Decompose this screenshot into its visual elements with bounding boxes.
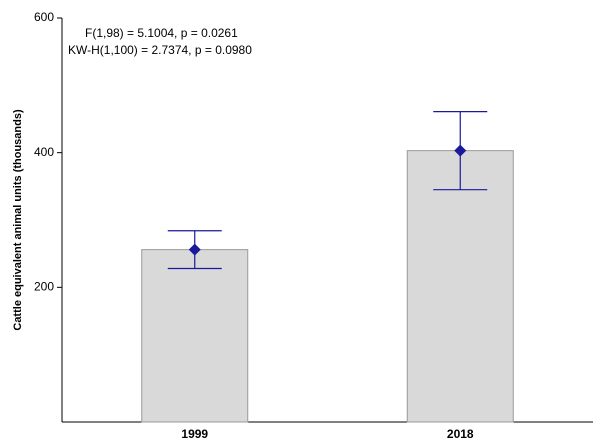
x-tick-label: 1999	[181, 427, 208, 441]
annotation: F(1,98) = 5.1004, p = 0.0261	[85, 26, 238, 40]
y-tick-label: 400	[34, 145, 54, 159]
y-tick-label: 600	[34, 10, 54, 24]
x-tick-label: 2018	[447, 427, 474, 441]
y-axis-label: Cattle equivalent animal units (thousand…	[12, 109, 24, 331]
mean-marker	[454, 144, 467, 157]
y-tick-label: 200	[34, 280, 54, 294]
bar	[141, 249, 249, 423]
mean-marker	[188, 243, 201, 256]
annotation: KW-H(1,100) = 2.7374, p = 0.0980	[68, 43, 252, 57]
bar	[406, 150, 514, 423]
